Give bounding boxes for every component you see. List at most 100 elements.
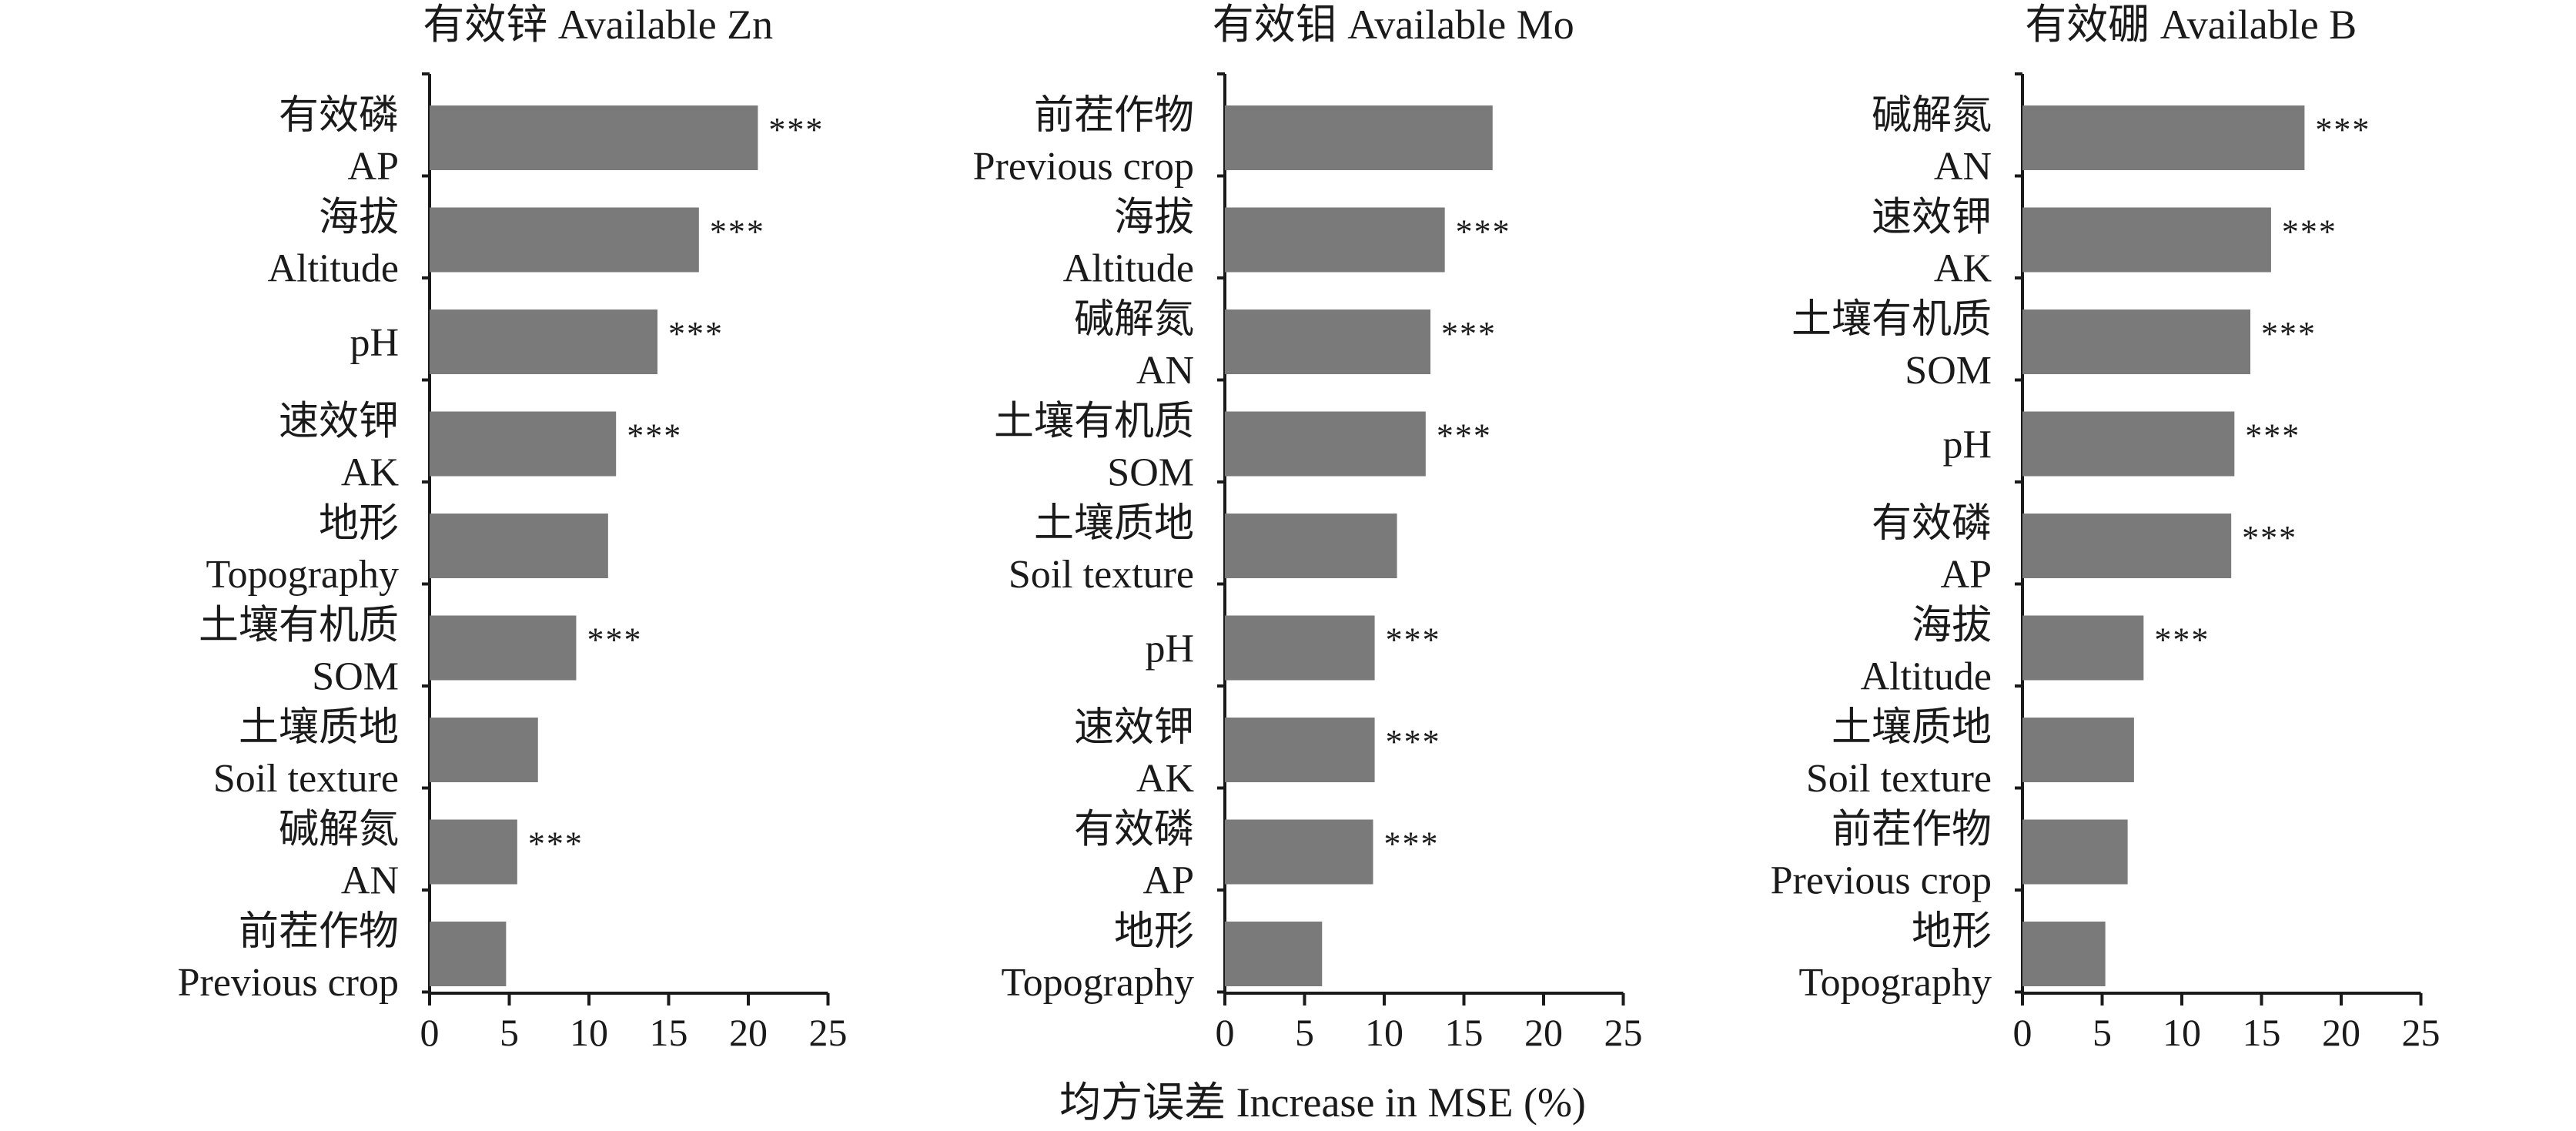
x-tick-label: 20: [1524, 1011, 1563, 1054]
category-label-zh: 有效磷: [279, 94, 399, 138]
bar: [1225, 310, 1431, 374]
category-label-zh: 速效钾: [1074, 706, 1194, 750]
significance-label: ***: [1441, 315, 1497, 353]
bar: [2022, 718, 2134, 782]
bar: [2022, 819, 2128, 885]
category-label-en: AN: [341, 859, 399, 903]
category-label-zh: 有效磷: [1074, 808, 1194, 852]
bar: [430, 615, 577, 681]
category-label-en: pH: [1942, 423, 1992, 467]
significance-label: ***: [668, 315, 724, 353]
significance-label: ***: [1386, 723, 1441, 761]
category-label-zh: 土壤质地: [1034, 502, 1194, 546]
x-tick-label: 15: [1445, 1011, 1484, 1054]
significance-label: ***: [768, 111, 824, 149]
category-label-en: AN: [1934, 145, 1992, 189]
category-label-zh: 速效钾: [279, 400, 399, 444]
category-label-zh: 速效钾: [1872, 196, 1992, 240]
x-tick-label: 15: [650, 1011, 688, 1054]
category-label-en: SOM: [312, 655, 399, 699]
significance-label: ***: [710, 213, 765, 251]
category-label-en: AP: [1941, 553, 1992, 597]
category-label-zh: 土壤质地: [1832, 706, 1992, 750]
panel-title: 有效硼 Available B: [2025, 2, 2357, 48]
bar: [430, 819, 517, 885]
category-label-en: Topography: [1001, 961, 1194, 1005]
bar: [2022, 615, 2144, 681]
significance-label: ***: [1437, 417, 1492, 455]
bar: [430, 922, 507, 986]
significance-label: ***: [2282, 213, 2337, 251]
category-label-zh: 碱解氮: [1074, 298, 1194, 342]
category-label-en: AP: [348, 145, 399, 189]
category-label-en: AK: [341, 451, 400, 495]
significance-label: ***: [627, 417, 682, 455]
category-label-en: Altitude: [1861, 655, 1992, 699]
bar: [1225, 207, 1445, 273]
x-tick-label: 0: [420, 1011, 440, 1054]
panel-title: 有效锌 Available Zn: [423, 2, 773, 48]
bar: [1225, 922, 1323, 986]
x-tick-label: 20: [2322, 1011, 2360, 1054]
significance-label: ***: [528, 825, 584, 863]
category-label-en: Topography: [206, 553, 399, 597]
bar: [2022, 207, 2271, 273]
category-label-zh: 碱解氮: [1872, 94, 1992, 138]
x-tick-label: 10: [2163, 1011, 2201, 1054]
x-tick-label: 0: [2013, 1011, 2032, 1054]
category-label-en: pH: [350, 321, 399, 365]
bar: [1225, 615, 1375, 681]
x-tick-label: 25: [1604, 1011, 1643, 1054]
category-label-zh: 土壤有机质: [994, 400, 1194, 444]
bar: [1225, 514, 1397, 578]
significance-label: ***: [1384, 825, 1440, 863]
category-label-zh: 土壤质地: [239, 706, 399, 750]
x-tick-label: 15: [2243, 1011, 2281, 1054]
significance-label: ***: [2245, 417, 2300, 455]
category-label-en: AP: [1143, 859, 1194, 903]
category-label-zh: 土壤有机质: [1791, 298, 1992, 342]
bar: [430, 514, 608, 578]
category-label-zh: 地形: [1114, 910, 1194, 954]
x-tick-label: 5: [2093, 1011, 2112, 1054]
category-label-en: Altitude: [268, 247, 399, 291]
category-label-en: pH: [1145, 627, 1194, 671]
bar: [2022, 514, 2232, 578]
x-tick-label: 20: [729, 1011, 768, 1054]
bar: [1225, 105, 1493, 170]
category-label-en: Previous crop: [178, 961, 399, 1005]
category-label-en: AK: [1934, 247, 1992, 291]
x-tick-label: 10: [570, 1011, 608, 1054]
bar: [1225, 819, 1373, 885]
category-label-en: Previous crop: [973, 145, 1194, 189]
category-label-zh: 前茬作物: [1034, 94, 1194, 138]
panel-title: 有效钼 Available Mo: [1213, 2, 1574, 48]
bar: [430, 718, 538, 782]
x-tick-label: 0: [1216, 1011, 1235, 1054]
category-label-en: Soil texture: [213, 757, 399, 801]
category-label-zh: 有效磷: [1872, 502, 1992, 546]
category-label-en: SOM: [1107, 451, 1194, 495]
x-tick-label: 25: [809, 1011, 848, 1054]
bar: [1225, 411, 1426, 477]
x-tick-label: 5: [1295, 1011, 1314, 1054]
x-tick-label: 10: [1365, 1011, 1403, 1054]
bar: [430, 105, 758, 170]
category-label-en: Topography: [1798, 961, 1992, 1005]
category-label-en: Soil texture: [1009, 553, 1194, 597]
category-label-en: Altitude: [1063, 247, 1194, 291]
category-label-zh: 碱解氮: [279, 808, 399, 852]
category-label-zh: 前茬作物: [1832, 808, 1992, 852]
x-tick-label: 5: [500, 1011, 519, 1054]
category-label-en: Soil texture: [1806, 757, 1992, 801]
bar: [1225, 718, 1375, 782]
category-label-zh: 土壤有机质: [199, 604, 399, 648]
category-label-zh: 海拔: [1114, 196, 1194, 240]
significance-label: ***: [587, 621, 642, 659]
category-label-en: SOM: [1905, 349, 1992, 393]
category-label-en: AN: [1136, 349, 1194, 393]
bar: [2022, 105, 2305, 170]
category-label-zh: 地形: [319, 502, 399, 546]
category-label-zh: 海拔: [319, 196, 399, 240]
